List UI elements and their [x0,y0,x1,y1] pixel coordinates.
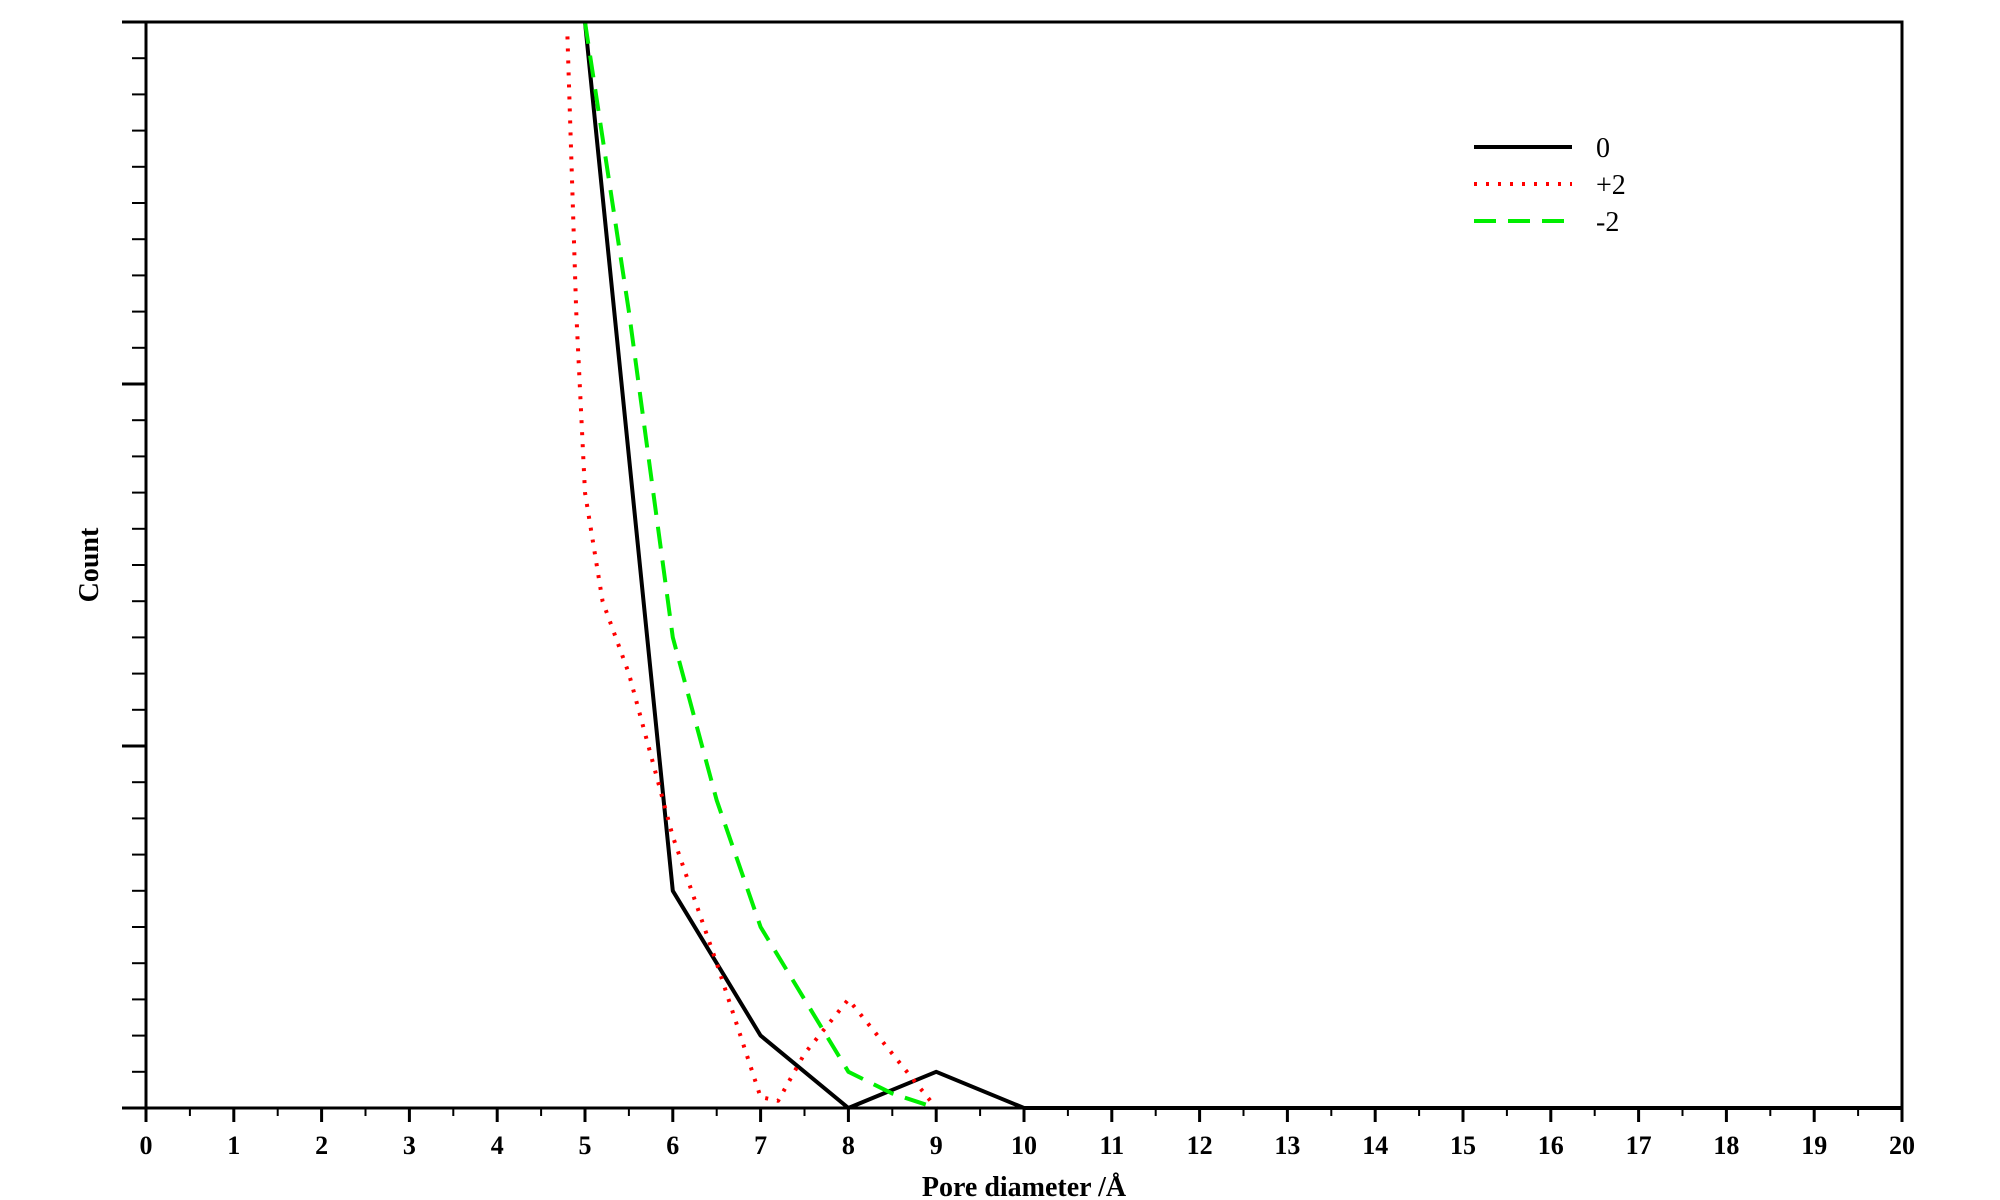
x-tick-label-15: 15 [1450,1131,1476,1160]
x-tick-label-1: 1 [227,1131,240,1160]
series-line-+2 [565,36,938,1110]
x-tick-label-14: 14 [1362,1131,1388,1160]
x-axis-ticks [144,1108,1904,1122]
series-line--2 [583,21,937,1110]
y-axis-ticks [122,20,146,1110]
x-tick-label-19: 19 [1801,1131,1827,1160]
x-tick-label-11: 11 [1100,1131,1125,1160]
x-tick-label-4: 4 [491,1131,504,1160]
legend: 0 +2 -2 [1474,133,1626,238]
x-tick-label-8: 8 [842,1131,855,1160]
x-tick-label-0: 0 [140,1131,153,1160]
plot-frame [144,20,1904,1110]
x-tick-label-10: 10 [1011,1131,1037,1160]
x-tick-label-12: 12 [1187,1131,1213,1160]
series-line-0 [583,21,1902,1110]
x-tick-label-13: 13 [1274,1131,1300,1160]
legend-label--2: -2 [1596,207,1619,238]
x-tick-label-3: 3 [403,1131,416,1160]
x-tick-label-6: 6 [666,1131,679,1160]
legend-label-+2: +2 [1596,170,1626,201]
x-tick-label-7: 7 [754,1131,767,1160]
legend-label-0: 0 [1596,133,1610,164]
x-tick-label-2: 2 [315,1131,328,1160]
x-tick-labels: 0 1 2 3 4 5 6 7 8 9 10 11 12 13 14 15 16 17 18 19 20 [140,1131,1916,1160]
x-tick-label-9: 9 [930,1131,943,1160]
x-tick-label-16: 16 [1538,1131,1564,1160]
x-tick-label-5: 5 [579,1131,592,1160]
x-tick-label-20: 20 [1889,1131,1915,1160]
x-tick-label-17: 17 [1626,1131,1652,1160]
x-axis-label: Pore diameter /Å [922,1172,1127,1200]
series-layer [565,21,1902,1110]
y-axis-label: Count [74,527,105,602]
x-tick-label-18: 18 [1713,1131,1739,1160]
